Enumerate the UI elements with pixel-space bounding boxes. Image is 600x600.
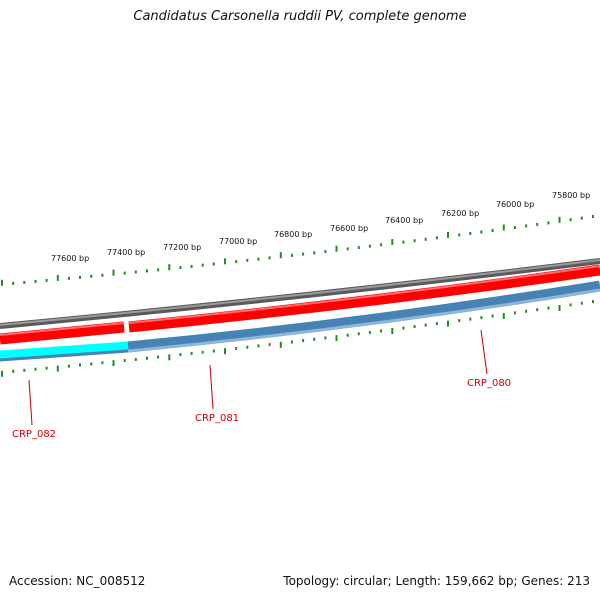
forward-feature: [128, 264, 600, 333]
forward-feature-shade: [0, 322, 125, 336]
bp-tick-label: 77200 bp: [163, 243, 201, 252]
gene-label: CRP_081: [195, 413, 239, 424]
bp-tick-label: 77400 bp: [107, 248, 145, 257]
bp-tick-label: 76800 bp: [274, 230, 312, 239]
bp-tick-label: 76600 bp: [330, 224, 368, 233]
genome-backbone-highlight: [0, 259, 600, 326]
forward-feature-shade: [128, 265, 600, 324]
reverse-feature: [127, 280, 600, 353]
reverse-feature-shade: [127, 288, 600, 353]
gene-label: CRP_082: [12, 429, 56, 440]
topology-label: Topology: circular; Length: 159,662 bp; …: [283, 574, 590, 588]
gene-leader-line: [28, 379, 33, 426]
outer-tick-group: [1, 215, 594, 286]
inner-tick-group: [1, 300, 594, 377]
gene-leader-line: [209, 364, 214, 410]
bp-tick-label: 76400 bp: [385, 216, 423, 225]
forward-feature: [0, 321, 125, 345]
bp-tick-label: 75800 bp: [552, 191, 590, 200]
gene-label: CRP_080: [467, 378, 511, 389]
bp-tick-label: 76200 bp: [441, 209, 479, 218]
reverse-feature-highlight: [0, 341, 129, 360]
gene-leader-line: [480, 329, 488, 375]
accession-label: Accession: NC_008512: [9, 574, 146, 588]
bp-tick-label: 77000 bp: [219, 237, 257, 246]
reverse-feature-edge: [0, 349, 129, 362]
bp-tick-label: 76000 bp: [496, 200, 534, 209]
map-title: Candidatus Carsonella ruddii PV, complet…: [133, 9, 467, 24]
bp-tick-label: 77600 bp: [51, 254, 89, 263]
